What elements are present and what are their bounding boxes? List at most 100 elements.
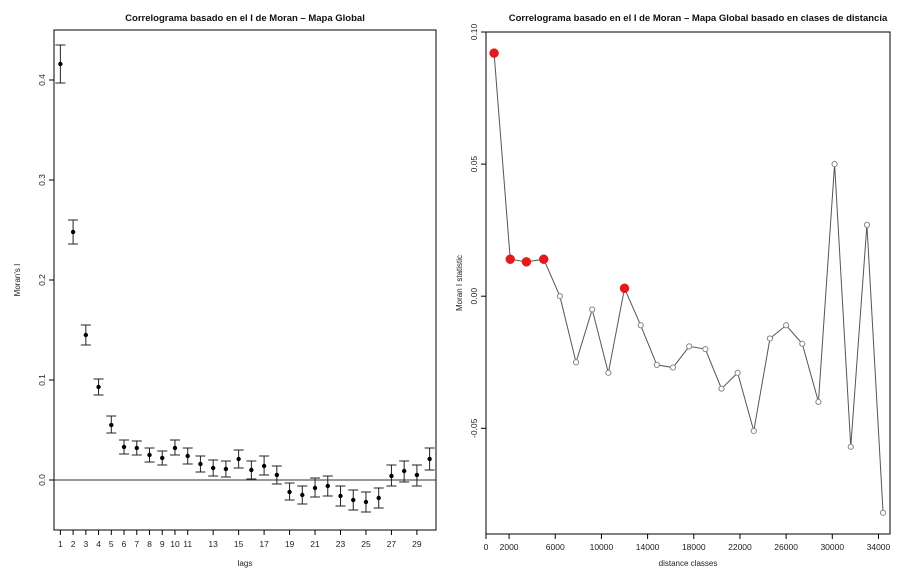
chart2-data-point [605, 369, 612, 376]
chart1-point-group [93, 378, 104, 396]
chart2-ylabel: Moran I statistic [455, 255, 464, 311]
chart2-xtick-label: 22000 [728, 542, 752, 552]
chart1-xtick-label: 6 [122, 539, 127, 549]
chart1-point-group [335, 485, 346, 507]
chart1-point-group [399, 460, 410, 483]
chart1-point-group [246, 460, 257, 480]
chart1-point-group [386, 464, 397, 487]
chart2-significant-point [505, 254, 515, 264]
chart1-xtick-label: 11 [183, 539, 192, 549]
chart1-point-group [348, 489, 359, 511]
chart1-point-group [271, 465, 282, 485]
chart2-data-point [637, 322, 644, 329]
chart1-data-point [210, 465, 216, 471]
chart2-ytick-label: 0.10 [469, 23, 479, 40]
chart2-data-point [589, 306, 596, 313]
chart2-xtick-label: 0 [484, 542, 489, 552]
chart1-ytick-label: 0.3 [37, 174, 47, 186]
chart2-data-point [831, 161, 838, 168]
chart1-point-group [131, 440, 142, 456]
chart2-data-point [702, 345, 709, 353]
chart1-ytick-label: 0.2 [37, 274, 47, 286]
chart2-significant-point [489, 48, 499, 58]
chart1-data-point [274, 472, 280, 478]
chart1-point-group [360, 491, 371, 513]
chart2-plot-frame [485, 31, 891, 535]
chart1-data-point [389, 473, 394, 479]
chart2-data-point [783, 322, 790, 329]
moran-lags-chart: Correlograma basado en el I de Moran – M… [13, 13, 437, 568]
chart2-ytick-label: -0.05 [469, 418, 479, 438]
chart1-data-point [134, 445, 139, 451]
chart1-xtick-label: 10 [170, 539, 180, 549]
chart2-data-point [669, 364, 677, 371]
chart1-data-point [401, 468, 407, 474]
chart2-data-point [572, 359, 580, 366]
chart2-data-point [766, 335, 774, 342]
chart2-data-point [750, 427, 757, 435]
chart2-data-point [879, 509, 887, 516]
chart1-ytick-label: 0.1 [37, 374, 47, 386]
chart2-xtick-label: 14000 [636, 542, 660, 552]
chart1-point-group [182, 447, 193, 465]
chart2-data-point [653, 361, 660, 369]
chart1-point-group [259, 455, 270, 476]
chart2-data-point [847, 443, 854, 450]
chart1-data-point [172, 445, 178, 451]
chart1-data-point [312, 485, 318, 491]
chart2-xtick-label: 6000 [546, 542, 565, 552]
chart2-data-point [718, 385, 725, 392]
chart2-ytick-label: 0.05 [469, 156, 479, 173]
chart1-point-group [373, 487, 384, 509]
chart1-data-point [325, 483, 330, 489]
chart1-xtick-label: 15 [234, 539, 244, 549]
chart2-xlabel: distance classes [659, 559, 718, 568]
chart1-data-point [351, 497, 356, 503]
chart1-xtick-label: 5 [109, 539, 114, 549]
chart1-data-point [198, 461, 203, 467]
chart2-significant-point [538, 254, 549, 264]
chart2-significant-point [521, 257, 532, 267]
chart1-xtick-label: 8 [147, 539, 152, 549]
chart1-xtick-label: 23 [336, 539, 346, 549]
chart1-data-point [121, 444, 127, 450]
chart1-point-group [284, 482, 295, 501]
chart1-xtick-label: 19 [285, 539, 295, 549]
chart1-point-group [144, 447, 155, 463]
chart1-data-point [261, 463, 267, 469]
chart1-point-group [106, 415, 117, 434]
chart1-data-point [236, 456, 241, 462]
chart1-ylabel: Moran's I [13, 264, 22, 297]
chart1-point-group [157, 450, 168, 466]
chart2-ytick-label: 0.00 [469, 288, 479, 305]
moran-distance-chart: Correlograma basado en el I de Moran – M… [455, 13, 891, 568]
chart1-point-group [208, 459, 219, 477]
chart1-data-point [287, 489, 292, 495]
chart1-point-group [322, 475, 333, 497]
chart1-xtick-label: 27 [387, 539, 397, 549]
chart1-point-group [55, 44, 66, 84]
chart1-xtick-label: 13 [208, 539, 218, 549]
chart1-data-point [338, 493, 343, 499]
chart2-xtick-label: 30000 [820, 542, 844, 552]
chart1-point-group [68, 219, 79, 245]
chart1-xtick-label: 29 [412, 539, 422, 549]
chart1-point-group [411, 464, 422, 487]
chart1-point-group [297, 485, 308, 505]
chart1-ytick-label: 0.0 [37, 474, 47, 486]
chart2-title: Correlograma basado en el I de Moran – M… [509, 13, 888, 24]
chart1-data-point [58, 61, 63, 67]
chart1-data-point [427, 456, 432, 462]
chart2-xtick-label: 10000 [590, 542, 614, 552]
chart1-point-group [233, 449, 244, 469]
chart2-data-point [815, 398, 822, 405]
chart2-significant-point [619, 283, 630, 294]
chart2-xtick-label: 18000 [682, 542, 706, 552]
chart1-data-point [249, 467, 254, 473]
chart1-data-point [83, 332, 89, 338]
chart1-xtick-label: 3 [83, 539, 88, 549]
chart1-point-group [195, 455, 206, 473]
chart1-data-point [185, 453, 190, 459]
chart2-xtick-label: 34000 [867, 542, 891, 552]
